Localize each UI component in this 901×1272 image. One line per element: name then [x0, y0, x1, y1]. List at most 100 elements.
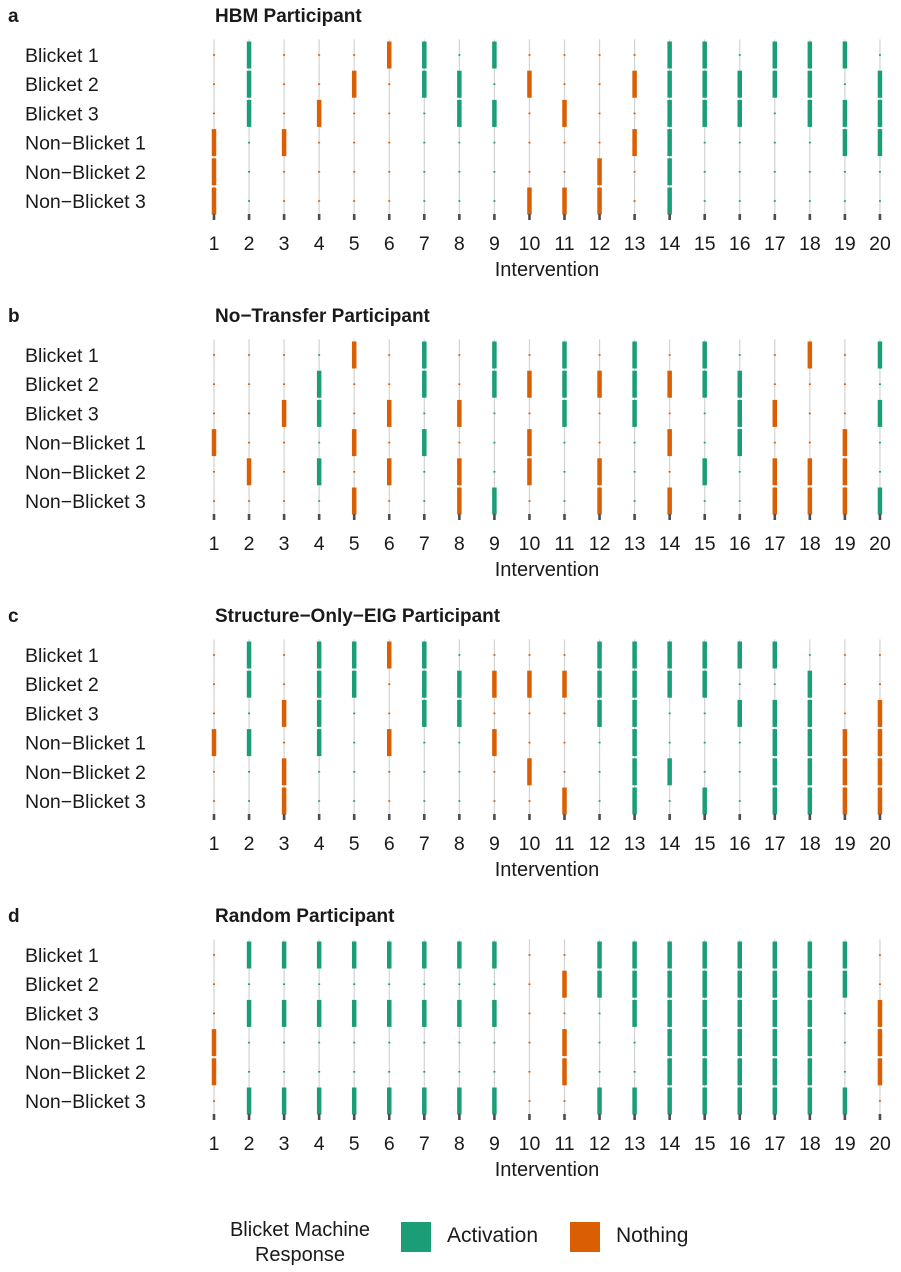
cell-dot — [703, 171, 706, 173]
x-tick-mark — [808, 1114, 812, 1120]
x-tick-mark — [773, 1114, 777, 1120]
cell-dot — [738, 800, 741, 802]
cell-dot — [213, 471, 215, 473]
cell-dot — [843, 200, 846, 202]
x-tick-mark — [633, 214, 636, 220]
cell-bar — [702, 641, 707, 669]
cell-bar — [457, 670, 462, 698]
cell-dot — [808, 412, 811, 415]
cell-bar — [597, 970, 602, 998]
cell-bar — [492, 941, 497, 969]
cell-dot — [318, 141, 321, 144]
cell-bar — [492, 670, 497, 698]
cell-dot — [633, 441, 636, 444]
cell-dot — [423, 983, 426, 985]
cell-dot — [843, 1041, 846, 1044]
x-tick-mark — [738, 1114, 742, 1120]
cell-bar — [772, 70, 778, 98]
cell-dot — [738, 471, 741, 473]
cell-bar — [702, 999, 707, 1027]
x-tick-mark — [843, 1114, 847, 1120]
cell-dot — [528, 983, 531, 985]
cell-dot — [353, 1041, 356, 1044]
cell-bar — [807, 970, 813, 998]
x-tick-label: 12 — [589, 533, 611, 555]
x-tick-label: 12 — [589, 1133, 611, 1155]
cell-dot — [213, 654, 215, 656]
panel-title: HBM Participant — [215, 6, 362, 27]
cell-dot — [213, 83, 215, 85]
x-tick-label: 17 — [764, 533, 786, 555]
x-tick-label: 15 — [694, 1133, 716, 1155]
cell-dot — [668, 354, 671, 356]
cell-bar — [737, 970, 742, 998]
x-tick-label: 17 — [764, 833, 786, 855]
cell-bar — [667, 641, 672, 669]
x-tick-mark — [563, 214, 566, 220]
cell-dot — [213, 771, 215, 773]
cell-dot — [738, 141, 741, 144]
cell-bar — [737, 699, 742, 727]
cell-dot — [248, 412, 251, 415]
cell-dot — [738, 200, 741, 202]
cell-bar — [877, 1058, 883, 1086]
cell-dot — [528, 654, 531, 656]
cell-dot — [528, 54, 531, 56]
cell-bar — [281, 941, 287, 969]
row-label: Non−Blicket 3 — [25, 791, 146, 813]
x-tick-label: 12 — [589, 833, 611, 855]
cell-dot — [878, 1100, 881, 1102]
cell-dot — [668, 471, 671, 473]
cell-bar — [632, 758, 637, 786]
cell-dot — [703, 200, 706, 202]
cell-dot — [563, 712, 566, 715]
x-tick-mark — [598, 214, 601, 220]
cell-bar — [632, 941, 637, 969]
x-tick-mark — [423, 814, 426, 820]
cell-dot — [528, 1041, 531, 1044]
cell-dot — [388, 771, 391, 773]
cell-dot — [808, 171, 811, 173]
cell-dot — [423, 112, 426, 115]
cell-bar — [562, 787, 567, 815]
cell-bar — [492, 487, 497, 515]
x-tick-mark — [668, 814, 671, 820]
cell-bar — [632, 670, 637, 698]
cell-dot — [353, 54, 356, 56]
cell-bar — [457, 941, 462, 969]
cell-bar — [877, 999, 883, 1027]
cell-bar — [632, 370, 637, 398]
cell-dot — [353, 800, 356, 802]
plot-area: Blicket 1 Blicket 2 Blicket 3 Non−Blicket 1… — [25, 39, 891, 281]
x-tick-label: 3 — [279, 233, 290, 255]
x-tick-label: 13 — [624, 833, 646, 855]
cell-dot — [248, 200, 251, 202]
cell-bar — [667, 487, 672, 515]
cell-dot — [283, 741, 286, 744]
x-tick-mark — [808, 814, 812, 820]
x-tick-mark — [458, 814, 461, 820]
cell-dot — [528, 171, 531, 173]
cell-dot — [248, 983, 251, 985]
cell-bar — [842, 99, 848, 127]
cell-bar — [737, 70, 742, 98]
cell-bar — [807, 670, 813, 698]
x-tick-label: 7 — [419, 1133, 430, 1155]
cell-bar — [457, 999, 462, 1027]
cell-dot — [493, 1071, 496, 1073]
cell-bar — [562, 970, 567, 998]
x-tick-mark — [528, 814, 531, 820]
x-tick-mark — [528, 214, 531, 220]
x-tick-mark — [598, 1114, 601, 1120]
cell-dot — [318, 441, 321, 444]
x-tick-label: 17 — [764, 1133, 786, 1155]
cell-dot — [493, 471, 496, 473]
cell-dot — [843, 712, 846, 715]
cell-dot — [213, 54, 215, 56]
cell-dot — [213, 954, 215, 956]
cell-dot — [528, 954, 531, 956]
cell-bar — [667, 429, 672, 457]
cell-dot — [493, 654, 496, 656]
cell-bar — [842, 941, 848, 969]
x-tick-label: 10 — [519, 533, 541, 555]
